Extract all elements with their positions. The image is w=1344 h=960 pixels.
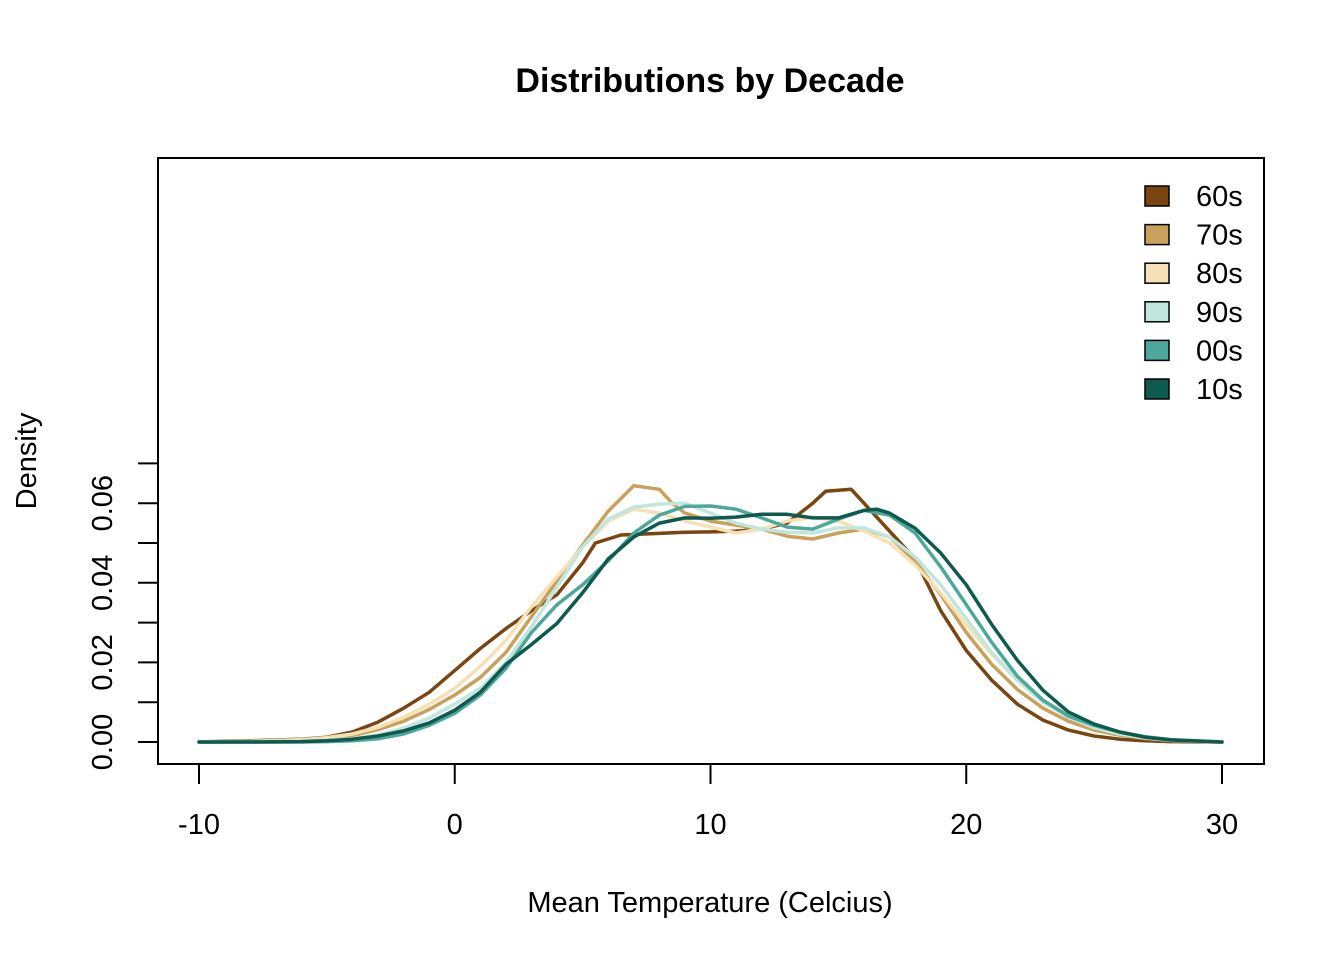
legend-item-60s: 60s: [1144, 181, 1243, 213]
legend-swatch: [1144, 301, 1170, 323]
y-tick-label: 0.04: [87, 555, 119, 611]
y-tick-label: 0.02: [87, 634, 119, 690]
legend-label: 60s: [1196, 181, 1243, 213]
legend-swatch: [1144, 378, 1170, 400]
y-axis: 0.00 0.02 0.04 0.06: [87, 462, 159, 770]
series-lines: [197, 483, 1224, 744]
series-line-10s: [197, 507, 1224, 744]
x-axis-label: Mean Temperature (Celcius): [527, 887, 892, 919]
x-tick-label: 10: [694, 809, 726, 841]
legend-swatch: [1144, 262, 1170, 284]
series-line-70s: [197, 483, 1224, 744]
legend-item-00s: 00s: [1144, 335, 1243, 367]
x-tick-label: 20: [950, 809, 982, 841]
series-line-90s: [197, 501, 1224, 744]
legend-swatch: [1144, 185, 1170, 207]
x-tick-label: -10: [178, 809, 220, 841]
x-axis: -10 0 10 20 30: [178, 763, 1238, 841]
legend-label: 80s: [1196, 258, 1243, 290]
legend-item-90s: 90s: [1144, 297, 1243, 329]
legend-label: 70s: [1196, 220, 1243, 252]
legend-swatch: [1144, 223, 1170, 246]
chart-title: Distributions by Decade: [515, 62, 904, 100]
legend: 60s 70s 80s 90s 00s 10s: [1144, 181, 1243, 406]
legend-label: 00s: [1196, 335, 1243, 367]
series-line-80s: [197, 507, 1224, 744]
x-tick-label: 0: [447, 809, 463, 841]
y-tick-label: 0.06: [87, 475, 119, 531]
legend-item-70s: 70s: [1144, 220, 1243, 252]
plot-area-frame: [157, 157, 1265, 765]
y-tick-label: 0.00: [87, 714, 119, 770]
series-line-00s: [197, 504, 1224, 744]
legend-item-80s: 80s: [1144, 258, 1243, 290]
legend-label: 10s: [1196, 374, 1243, 406]
legend-swatch: [1144, 339, 1170, 362]
y-axis-label: Density: [11, 412, 43, 509]
legend-label: 90s: [1196, 297, 1243, 329]
x-tick-label: 30: [1206, 809, 1238, 841]
legend-item-10s: 10s: [1144, 374, 1243, 406]
series-line-60s: [197, 487, 1224, 744]
